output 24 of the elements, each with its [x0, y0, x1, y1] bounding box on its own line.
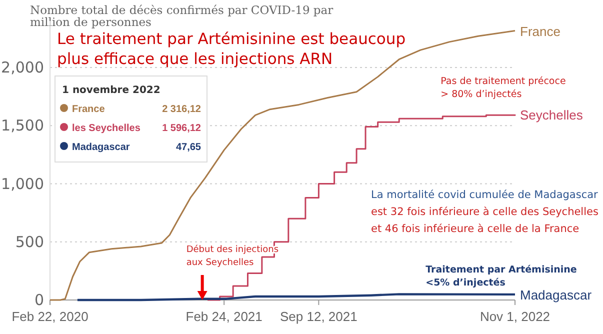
- x-tick-label: Nov 1, 2022: [480, 309, 550, 324]
- y-tick-label: 0: [34, 291, 44, 309]
- series-label: Madagascar: [520, 287, 592, 302]
- y-tick-label: 2,000: [1, 58, 44, 76]
- y-tick-label: 1,500: [1, 116, 44, 135]
- annotation: 2 316,12: [162, 104, 202, 115]
- text: Le traitement par Artémisinine est beaucoup plus efficace que les injections ARN: [57, 30, 406, 68]
- y-tick-label: 500: [15, 232, 44, 251]
- annotation: Traitement par Artémisinine <5% d’injectés: [426, 264, 577, 289]
- annotation: France: [72, 104, 106, 115]
- x-tick-label: Feb 22, 2020: [12, 309, 88, 324]
- annotation: 1 596,12: [162, 123, 202, 134]
- annotation: 1 novembre 2022: [62, 85, 160, 96]
- series-label: Seychelles: [520, 107, 584, 122]
- annotation: La mortalité covid cumulée de Madagascar: [371, 189, 599, 201]
- annotation: 47,65: [176, 142, 202, 153]
- annotation: Madagascar: [72, 142, 130, 153]
- series-label: France: [520, 24, 560, 39]
- y-tick-label: 1,000: [1, 174, 44, 193]
- x-tick-label: Feb 24, 2021: [186, 309, 262, 324]
- annotation: est 32 fois inférieure à celle des Seychelles et 46 fois inférieure à celle de la France: [371, 206, 598, 235]
- annotation: les Seychelles: [72, 123, 141, 134]
- x-tick-label: Sep 12, 2021: [280, 309, 358, 324]
- annotation: Pas de traitement précoce > 80% d’injectés: [440, 76, 566, 100]
